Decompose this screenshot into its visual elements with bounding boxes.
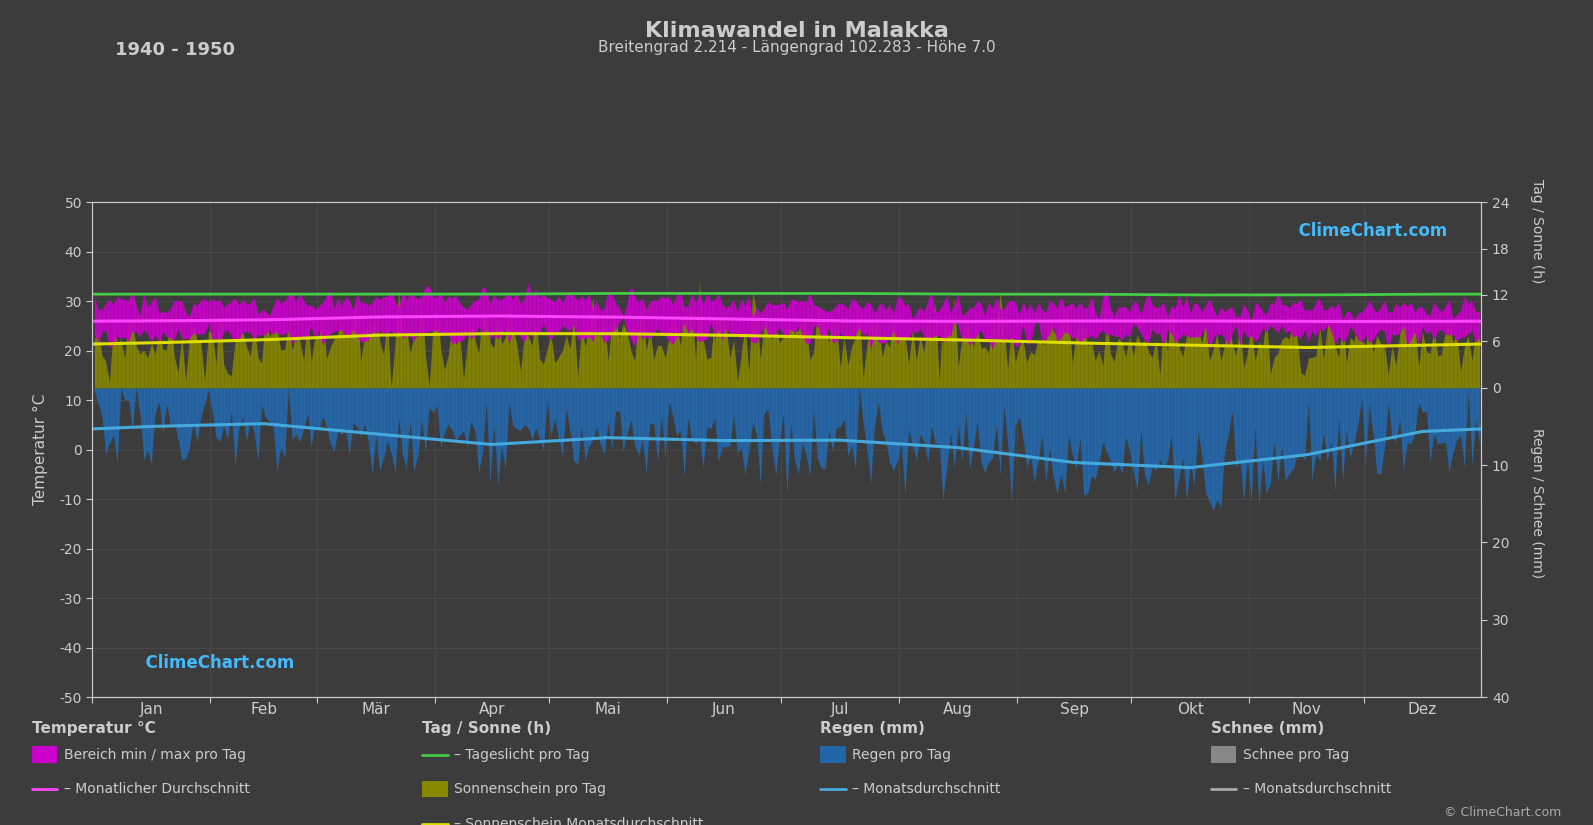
Text: – Monatsdurchschnitt: – Monatsdurchschnitt: [1243, 782, 1391, 796]
Y-axis label: Temperatur °C: Temperatur °C: [33, 394, 48, 505]
Text: Klimawandel in Malakka: Klimawandel in Malakka: [645, 21, 948, 40]
Bar: [32, 747, 57, 762]
Text: 1940 - 1950: 1940 - 1950: [115, 41, 234, 59]
Text: – Monatsdurchschnitt: – Monatsdurchschnitt: [852, 782, 1000, 796]
Text: Bereich min / max pro Tag: Bereich min / max pro Tag: [64, 747, 245, 761]
Text: Regen / Schnee (mm): Regen / Schnee (mm): [1531, 428, 1544, 578]
Text: Tag / Sonne (h): Tag / Sonne (h): [422, 721, 551, 736]
Text: ClimeChart.com: ClimeChart.com: [134, 654, 295, 672]
Text: – Monatlicher Durchschnitt: – Monatlicher Durchschnitt: [64, 782, 250, 796]
Text: Tag / Sonne (h): Tag / Sonne (h): [1531, 179, 1544, 283]
Bar: [422, 781, 448, 797]
Text: Regen (mm): Regen (mm): [820, 721, 926, 736]
Text: Breitengrad 2.214 - Längengrad 102.283 - Höhe 7.0: Breitengrad 2.214 - Längengrad 102.283 -…: [597, 40, 996, 54]
Text: Schnee pro Tag: Schnee pro Tag: [1243, 747, 1349, 761]
Text: Schnee (mm): Schnee (mm): [1211, 721, 1324, 736]
Text: ClimeChart.com: ClimeChart.com: [1287, 222, 1446, 240]
Text: – Tageslicht pro Tag: – Tageslicht pro Tag: [454, 747, 589, 761]
Text: – Sonnenschein Monatsdurchschnitt: – Sonnenschein Monatsdurchschnitt: [454, 817, 704, 825]
Text: Regen pro Tag: Regen pro Tag: [852, 747, 951, 761]
Bar: [1211, 747, 1236, 762]
Text: Sonnenschein pro Tag: Sonnenschein pro Tag: [454, 782, 605, 796]
Text: Temperatur °C: Temperatur °C: [32, 721, 156, 736]
Text: © ClimeChart.com: © ClimeChart.com: [1443, 806, 1561, 819]
Bar: [820, 747, 846, 762]
